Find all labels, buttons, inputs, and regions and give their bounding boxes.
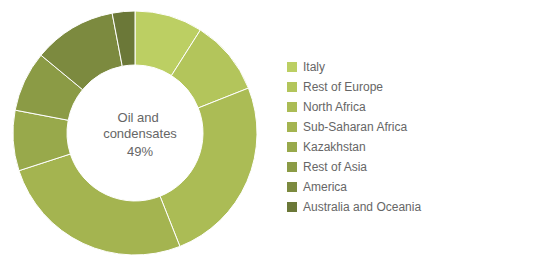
svg-text:North Africa: North Africa — [303, 100, 366, 114]
svg-text:condensates: condensates — [103, 126, 177, 141]
svg-text:49%: 49% — [127, 144, 153, 159]
svg-text:Rest of Asia: Rest of Asia — [303, 160, 367, 174]
svg-text:Italy: Italy — [303, 60, 325, 74]
svg-text:America: America — [303, 180, 347, 194]
svg-text:Oil and: Oil and — [118, 110, 163, 125]
svg-text:Rest of Europe: Rest of Europe — [303, 80, 383, 94]
svg-text:Sub-Saharan Africa: Sub-Saharan Africa — [303, 120, 407, 134]
svg-text:Kazakhstan: Kazakhstan — [303, 140, 366, 154]
svg-text:Australia and Oceania: Australia and Oceania — [303, 200, 421, 214]
